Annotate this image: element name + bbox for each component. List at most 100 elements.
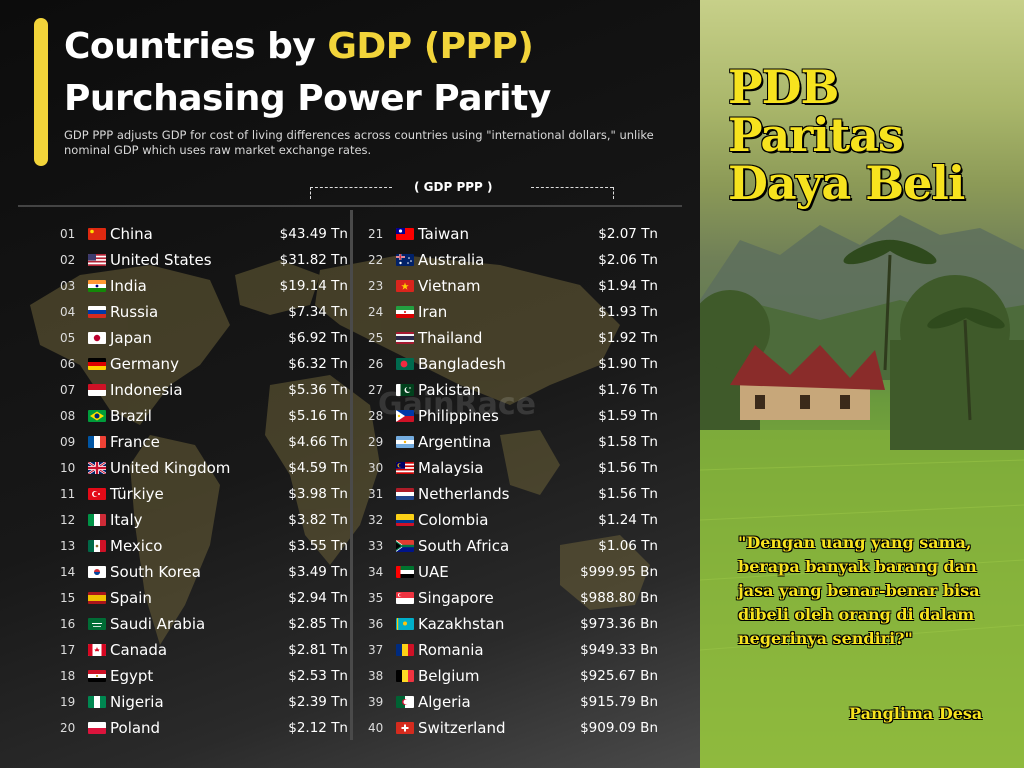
ranking-row: 10 United Kingdom $4.59 Tn — [60, 455, 348, 481]
ranking-row: 02 United States $31.82 Tn — [60, 247, 348, 273]
flag-cn-icon — [88, 228, 106, 240]
rank-number: 18 — [60, 669, 76, 683]
gdp-value: $973.36 Bn — [580, 616, 658, 632]
gdp-value: $915.79 Bn — [580, 694, 658, 710]
country-name: Pakistan — [418, 381, 481, 399]
gdp-value: $2.94 Tn — [288, 590, 348, 606]
country-name: Saudi Arabia — [110, 615, 206, 633]
country-name: Germany — [110, 355, 179, 373]
ranking-row: 40 Switzerland $909.09 Bn — [368, 715, 658, 741]
flag-br-icon — [88, 410, 106, 422]
country-name: Argentina — [418, 433, 492, 451]
country-name: Japan — [110, 329, 152, 347]
gdp-value: $949.33 Bn — [580, 642, 658, 658]
flag-jp-icon — [88, 332, 106, 344]
ranking-row: 11 Türkiye $3.98 Tn — [60, 481, 348, 507]
flag-de-icon — [88, 358, 106, 370]
flag-bd-icon — [396, 358, 414, 370]
gdp-value: $5.16 Tn — [288, 408, 348, 424]
flag-ph-icon — [396, 410, 414, 422]
ranking-row: 39 Algeria $915.79 Bn — [368, 689, 658, 715]
gdp-value: $31.82 Tn — [279, 252, 348, 268]
subtitle: GDP PPP adjusts GDP for cost of living d… — [64, 128, 654, 157]
rank-number: 13 — [60, 539, 76, 553]
gdp-value: $4.66 Tn — [288, 434, 348, 450]
ranking-row: 22 Australia $2.06 Tn — [368, 247, 658, 273]
gdp-value: $1.94 Tn — [598, 278, 658, 294]
gdp-value: $999.95 Bn — [580, 564, 658, 580]
country-name: Poland — [110, 719, 161, 737]
header-tick-left — [310, 187, 311, 199]
gdp-value: $2.06 Tn — [598, 252, 658, 268]
rank-number: 23 — [368, 279, 384, 293]
gdp-value: $1.06 Tn — [598, 538, 658, 554]
flag-ro-icon — [396, 644, 414, 656]
ranking-row: 25 Thailand $1.92 Tn — [368, 325, 658, 351]
rank-number: 10 — [60, 461, 76, 475]
flag-dz-icon — [396, 696, 414, 708]
country-name: Australia — [418, 251, 485, 269]
country-name: Mexico — [110, 537, 163, 555]
ranking-row: 09 France $4.66 Tn — [60, 429, 348, 455]
title-line-1: Countries by GDP (PPP) — [64, 26, 534, 67]
country-name: Switzerland — [418, 719, 506, 737]
gdp-value: $3.55 Tn — [288, 538, 348, 554]
ranking-row: 21 Taiwan $2.07 Tn — [368, 221, 658, 247]
gdp-value: $1.92 Tn — [598, 330, 658, 346]
gdp-value: $43.49 Tn — [279, 226, 348, 242]
country-name: Vietnam — [418, 277, 481, 295]
rank-number: 01 — [60, 227, 76, 241]
rank-number: 37 — [368, 643, 384, 657]
gdp-value: $3.98 Tn — [288, 486, 348, 502]
flag-tw-icon — [396, 228, 414, 240]
country-name: Algeria — [418, 693, 471, 711]
overlay-quote: "Dengan uang yang sama, berapa banyak ba… — [738, 533, 980, 648]
ranking-row: 35 Singapore $988.80 Bn — [368, 585, 658, 611]
country-name: Iran — [418, 303, 448, 321]
country-name: China — [110, 225, 153, 243]
country-name: Russia — [110, 303, 159, 321]
ranking-row: 34 UAE $999.95 Bn — [368, 559, 658, 585]
rank-number: 27 — [368, 383, 384, 397]
ranking-row: 08 Brazil $5.16 Tn — [60, 403, 348, 429]
gdp-value: $988.80 Bn — [580, 590, 658, 606]
ranking-row: 06 Germany $6.32 Tn — [60, 351, 348, 377]
ranking-row: 04 Russia $7.34 Tn — [60, 299, 348, 325]
rank-number: 40 — [368, 721, 384, 735]
rank-number: 20 — [60, 721, 76, 735]
gdp-value: $2.53 Tn — [288, 668, 348, 684]
gdp-value: $5.36 Tn — [288, 382, 348, 398]
ranking-row: 23 Vietnam $1.94 Tn — [368, 273, 658, 299]
ranking-row: 32 Colombia $1.24 Tn — [368, 507, 658, 533]
ranking-row: 28 Philippines $1.59 Tn — [368, 403, 658, 429]
ranking-row: 07 Indonesia $5.36 Tn — [60, 377, 348, 403]
rank-number: 12 — [60, 513, 76, 527]
rank-number: 26 — [368, 357, 384, 371]
gdp-value: $1.24 Tn — [598, 512, 658, 528]
rank-number: 38 — [368, 669, 384, 683]
country-name: Bangladesh — [418, 355, 506, 373]
ranking-row: 14 South Korea $3.49 Tn — [60, 559, 348, 585]
overlay-author: Panglima Desa — [849, 704, 983, 723]
flag-sg-icon — [396, 592, 414, 604]
flag-gb-icon — [88, 462, 106, 474]
flag-ir-icon — [396, 306, 414, 318]
ranking-row: 13 Mexico $3.55 Tn — [60, 533, 348, 559]
flag-mx-icon — [88, 540, 106, 552]
village-photo — [700, 0, 1024, 768]
gdp-value: $1.93 Tn — [598, 304, 658, 320]
country-name: Netherlands — [418, 485, 510, 503]
flag-vn-icon — [396, 280, 414, 292]
country-name: Türkiye — [110, 485, 164, 503]
country-name: Philippines — [418, 407, 499, 425]
rank-number: 25 — [368, 331, 384, 345]
country-name: South Africa — [418, 537, 510, 555]
gdp-value: $6.32 Tn — [288, 356, 348, 372]
gdp-value: $1.76 Tn — [598, 382, 658, 398]
header-rule — [18, 205, 682, 207]
gdp-value: $3.82 Tn — [288, 512, 348, 528]
flag-au-icon — [396, 254, 414, 266]
gdp-value: $2.12 Tn — [288, 720, 348, 736]
flag-sa-icon — [88, 618, 106, 630]
ranking-row: 29 Argentina $1.58 Tn — [368, 429, 658, 455]
